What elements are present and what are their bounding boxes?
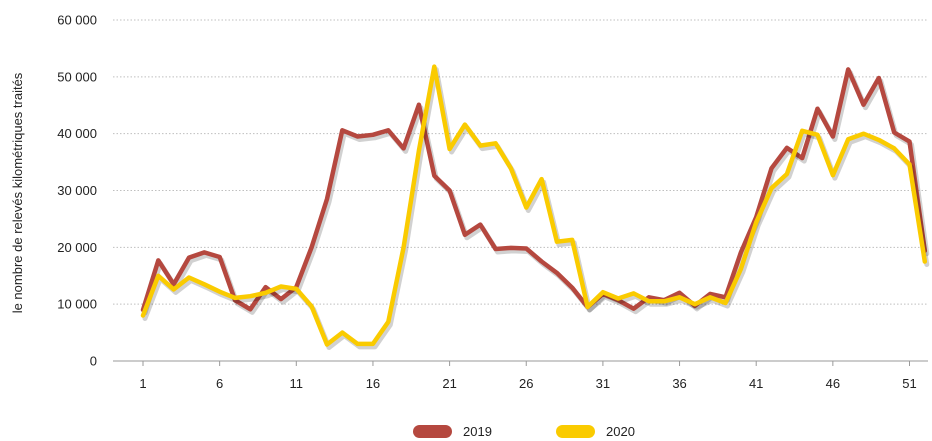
x-tick-label: 6 (216, 376, 223, 391)
legend-label: 2020 (606, 424, 635, 439)
legend: 2019 2020 (413, 424, 635, 439)
x-tick-label: 1 (139, 376, 146, 391)
y-tick-label: 50 000 (57, 69, 97, 84)
series-line-2020 (140, 64, 928, 347)
x-tick-label: 16 (366, 376, 380, 391)
series-shadow-2020 (142, 67, 930, 350)
y-tick-label: 0 (90, 354, 97, 369)
legend-swatch-2019 (413, 425, 452, 438)
y-tick-label: 30 000 (57, 183, 97, 198)
x-tick-label: 36 (672, 376, 686, 391)
y-tick-label: 40 000 (57, 126, 97, 141)
y-axis-ticks: 0 10 000 20 000 30 000 40 000 50 000 60 000 (57, 13, 97, 369)
x-tick-label: 46 (826, 376, 840, 391)
x-tick-label: 51 (902, 376, 916, 391)
x-tick-label: 11 (290, 376, 304, 391)
x-tick-label: 21 (442, 376, 456, 391)
y-tick-label: 60 000 (57, 13, 97, 28)
y-axis-label: le nombre de relevés kilométriques trait… (10, 72, 25, 313)
x-tick-label: 41 (749, 376, 763, 391)
x-tick-label: 26 (519, 376, 533, 391)
series-lines (140, 64, 930, 350)
y-tick-label: 10 000 (57, 297, 97, 312)
legend-swatch-2020 (556, 425, 595, 438)
y-tick-label: 20 000 (57, 240, 97, 255)
x-axis: 1 6 11 16 21 26 31 36 41 46 51 (113, 360, 928, 391)
legend-label: 2019 (463, 424, 492, 439)
x-tick-label: 31 (596, 376, 610, 391)
